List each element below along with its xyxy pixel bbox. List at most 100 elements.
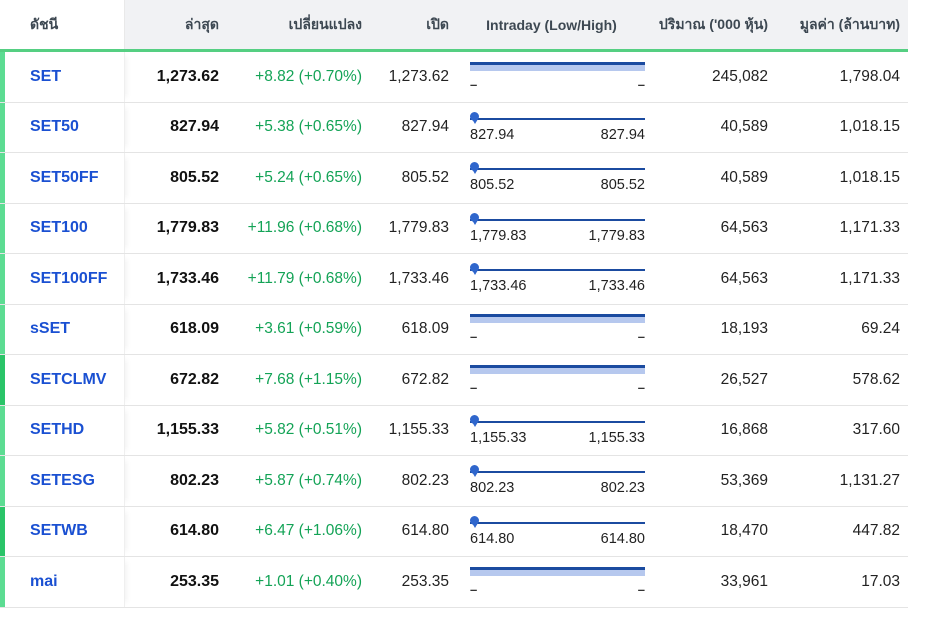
open-price: 1,733.46 (388, 269, 449, 287)
range-band-fill (470, 317, 645, 324)
open-price: 253.35 (401, 572, 449, 590)
index-cell: SETHD (0, 405, 125, 455)
index-link[interactable]: SET50 (30, 118, 79, 136)
position-pin-icon (470, 515, 479, 528)
row-accent-bar (0, 506, 5, 556)
intraday-range-band (470, 364, 645, 374)
open-price: 802.23 (401, 471, 449, 489)
volume-value: 26,527 (720, 370, 768, 388)
intraday-range-line (470, 111, 645, 124)
index-link[interactable]: SET (30, 67, 62, 85)
intraday-low: – (470, 379, 478, 395)
index-cell: SETWB (0, 506, 125, 556)
open-price: 827.94 (401, 118, 449, 136)
col-header-index: ดัชนี (0, 0, 125, 49)
volume-value: 64,563 (720, 269, 768, 287)
col-header-volume: ปริมาณ ('000 หุ้น) (659, 0, 776, 49)
intraday-range-chart: 802.23 802.23 (455, 456, 660, 506)
table-body: SET 1,273.62 +8.82 (+0.70%) 1,273.62 – –… (0, 52, 908, 608)
col-header-change: เปลี่ยนแปลง (225, 0, 368, 49)
table-row: SETESG 802.23 +5.87 (+0.74%) 802.23 802.… (0, 456, 908, 507)
trade-value: 1,171.33 (839, 219, 900, 237)
open-price: 1,273.62 (388, 67, 449, 85)
index-link[interactable]: SETESG (30, 471, 95, 489)
trade-value: 69.24 (861, 320, 900, 338)
row-accent-bar (0, 254, 5, 304)
index-cell: sSET (0, 304, 125, 354)
intraday-high: 802.23 (600, 480, 645, 497)
trade-value: 1,131.27 (839, 471, 900, 489)
low-high-values: 1,733.46 1,733.46 (470, 278, 645, 294)
change-value: +5.24 (+0.65%) (255, 168, 362, 186)
table-row: sSET 618.09 +3.61 (+0.59%) 618.09 – – 18… (0, 304, 908, 355)
index-link[interactable]: SETHD (30, 421, 85, 439)
trade-value: 578.62 (852, 370, 900, 388)
table-header: ดัชนี ล่าสุด เปลี่ยนแปลง เปิด Intraday (… (0, 0, 908, 52)
change-value: +11.96 (+0.68%) (247, 219, 362, 237)
trade-value: 1,171.33 (839, 269, 900, 287)
change-value: +6.47 (+1.06%) (255, 522, 362, 540)
trade-value: 1,798.04 (839, 67, 900, 85)
change-value: +7.68 (+1.15%) (255, 370, 362, 388)
col-header-last: ล่าสุด (125, 0, 225, 49)
col-header-value: มูลค่า (ล้านบาท) (776, 0, 908, 49)
intraday-range-line (470, 414, 645, 427)
intraday-low: – (470, 581, 478, 597)
position-pin-icon (470, 263, 479, 276)
index-link[interactable]: SETWB (30, 522, 88, 540)
trade-value: 17.03 (861, 572, 900, 590)
volume-value: 33,961 (720, 572, 768, 590)
intraday-range-chart: – – (455, 52, 660, 102)
trade-value: 447.82 (852, 522, 900, 540)
index-link[interactable]: SET50FF (30, 168, 99, 186)
low-high-values: – – (470, 77, 645, 92)
last-price: 614.80 (170, 522, 219, 540)
intraday-range-chart: 1,733.46 1,733.46 (455, 254, 660, 304)
intraday-range-line (470, 515, 645, 528)
volume-value: 16,868 (720, 421, 768, 439)
low-high-values: 827.94 827.94 (470, 127, 645, 143)
volume-value: 245,082 (711, 67, 768, 85)
intraday-range-chart: 614.80 614.80 (455, 507, 660, 557)
intraday-range-chart: – – (455, 305, 660, 355)
col-header-open: เปิด (368, 0, 455, 49)
range-band-top-line (470, 314, 645, 318)
index-cell: SETCLMV (0, 355, 125, 405)
table-row: SET50 827.94 +5.38 (+0.65%) 827.94 827.9… (0, 102, 908, 153)
col-header-intraday: Intraday (Low/High) (455, 0, 660, 49)
table-row: SET 1,273.62 +8.82 (+0.70%) 1,273.62 – –… (0, 52, 908, 103)
table-row: SETHD 1,155.33 +5.82 (+0.51%) 1,155.33 1… (0, 405, 908, 456)
row-accent-bar (0, 405, 5, 455)
intraday-high: – (637, 379, 645, 395)
intraday-low: 1,779.83 (470, 227, 527, 244)
intraday-low: 802.23 (470, 480, 515, 497)
index-link[interactable]: SET100 (30, 219, 88, 237)
intraday-range-chart: 827.94 827.94 (455, 103, 660, 153)
row-accent-bar (0, 456, 5, 506)
intraday-range-chart: – – (455, 557, 660, 607)
intraday-low: 805.52 (470, 177, 515, 194)
intraday-low: – (470, 76, 478, 92)
trade-value: 1,018.15 (839, 118, 900, 136)
index-quote-table: ดัชนี ล่าสุด เปลี่ยนแปลง เปิด Intraday (… (0, 0, 908, 608)
change-value: +5.38 (+0.65%) (255, 118, 362, 136)
index-link[interactable]: SETCLMV (30, 370, 107, 388)
position-pin-icon (470, 111, 479, 124)
row-accent-bar (0, 102, 5, 152)
index-cell: SET50FF (0, 153, 125, 203)
table-row: SETWB 614.80 +6.47 (+1.06%) 614.80 614.8… (0, 506, 908, 557)
last-price: 827.94 (170, 118, 219, 136)
index-link[interactable]: mai (30, 572, 58, 590)
row-accent-bar (0, 203, 5, 253)
change-value: +1.01 (+0.40%) (255, 572, 362, 590)
index-cell: SETESG (0, 456, 125, 506)
row-accent-bar (0, 355, 5, 405)
intraday-high: – (637, 581, 645, 597)
intraday-high: 1,155.33 (588, 429, 645, 446)
index-link[interactable]: SET100FF (30, 269, 108, 287)
volume-value: 53,369 (720, 471, 768, 489)
intraday-range-chart: 805.52 805.52 (455, 153, 660, 203)
low-high-values: – – (470, 380, 645, 395)
index-link[interactable]: sSET (30, 320, 71, 338)
position-pin-icon (470, 414, 479, 427)
